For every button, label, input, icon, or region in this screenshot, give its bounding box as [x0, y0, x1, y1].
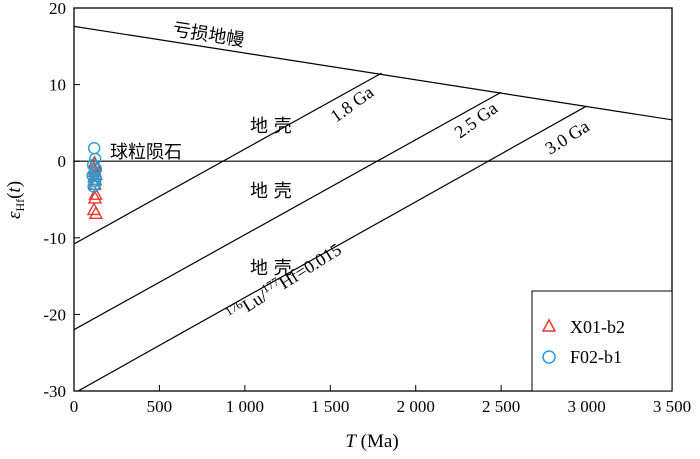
label-chondrite: 球粒陨石	[110, 142, 182, 163]
label-lu-hf-ratio: 176Lu/177Hf=0.015	[222, 237, 344, 325]
y-axis-title: εHf(t)	[4, 181, 27, 219]
data-points	[86, 141, 104, 219]
label-age-2-5: 2.5 Ga	[451, 98, 502, 142]
y-tick-label: 10	[49, 76, 66, 95]
legend-circle-marker	[542, 350, 556, 364]
legend-entry-x01-b2: X01-b2	[541, 317, 625, 337]
y-tick-label: 20	[49, 0, 66, 18]
x-tick-label: 2 500	[482, 397, 520, 416]
legend: X01-b2 F02-b1	[531, 290, 673, 392]
plot-frame	[73, 7, 673, 392]
legend-label-x01-b2: X01-b2	[570, 317, 625, 337]
point-x01-b2	[87, 190, 103, 204]
legend-label-f02-b1: F02-b1	[570, 347, 622, 367]
plot-lines	[74, 25, 672, 391]
reference-line-3	[76, 105, 587, 391]
y-axis: -30 -20 -10 0 10 20	[43, 0, 80, 401]
point-f02-b1	[87, 180, 100, 193]
legend-box	[531, 290, 673, 392]
x-tick-label: 2 000	[397, 397, 435, 416]
legend-triangle-marker	[541, 318, 557, 332]
point-f02-b1	[88, 177, 102, 191]
reference-line-0	[74, 25, 672, 121]
reference-line-2	[74, 91, 502, 331]
x-tick-label: 3 500	[653, 397, 691, 416]
point-x01-b2	[88, 186, 103, 200]
x-tick-label: 1 000	[226, 397, 264, 416]
label-crust-2: 地 壳	[250, 181, 292, 202]
label-depleted-mantle: 亏损地幔	[171, 19, 245, 51]
y-tick-label: -20	[43, 305, 66, 324]
label-crust-3: 地 壳	[250, 258, 292, 279]
x-tick-label: 1 500	[311, 397, 349, 416]
x-tick-label: 0	[70, 397, 79, 416]
point-f02-b1	[87, 141, 101, 155]
x-tick-label: 500	[147, 397, 173, 416]
y-tick-label: -30	[43, 382, 66, 401]
legend-entry-f02-b1: F02-b1	[542, 347, 622, 367]
point-x01-b2	[88, 205, 104, 219]
x-axis-title: T (Ma)	[345, 431, 398, 452]
x-axis: 0 500 1 000 1 500 2 000 2 500 3 000 3 500	[70, 385, 691, 416]
label-age-3-0: 3.0 Ga	[542, 116, 593, 158]
y-tick-label: -10	[43, 229, 66, 248]
label-crust-1: 地 壳	[250, 116, 292, 137]
reference-line-1	[74, 72, 382, 245]
point-f02-b1	[88, 152, 102, 166]
y-tick-label: 0	[58, 152, 67, 171]
label-age-1-8: 1.8 Ga	[327, 82, 378, 126]
x-tick-label: 3 000	[567, 397, 605, 416]
